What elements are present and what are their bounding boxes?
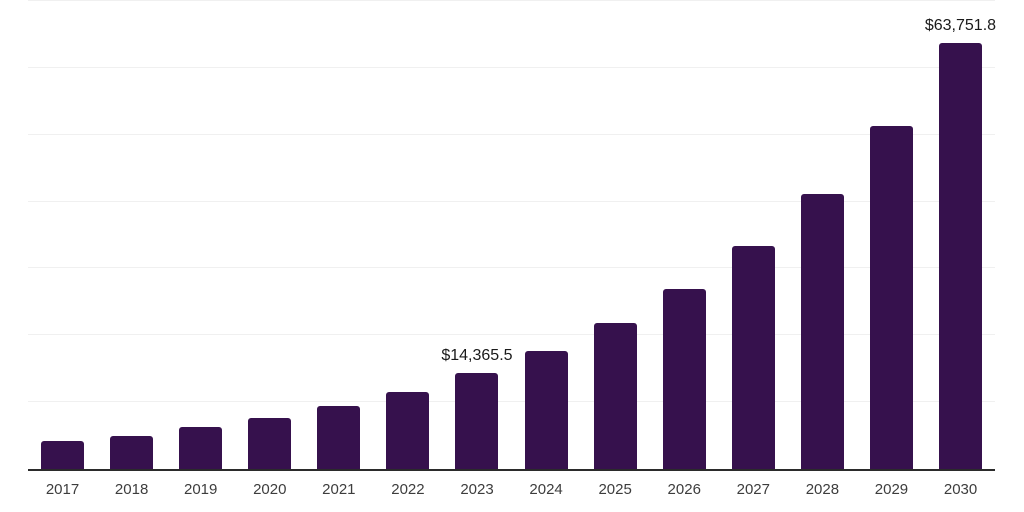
x-axis-labels: 2017 2018 2019 2020 2021 2022 2023 2024 2025 2026… bbox=[28, 481, 995, 498]
gridline-60000 bbox=[28, 66, 995, 68]
x-tick-2023: 2023 bbox=[460, 481, 494, 498]
bar-2022 bbox=[386, 391, 430, 469]
data-label-2023: $14,365.5 bbox=[441, 347, 513, 364]
x-tick-2018: 2018 bbox=[114, 481, 149, 498]
x-tick-2028: 2028 bbox=[805, 481, 840, 498]
bar-2019 bbox=[179, 427, 223, 469]
x-tick-2024: 2024 bbox=[529, 481, 563, 498]
bar-2023 bbox=[455, 373, 499, 469]
x-tick-2021: 2021 bbox=[322, 481, 356, 498]
bar-2028 bbox=[800, 193, 844, 469]
x-tick-2020: 2020 bbox=[253, 481, 287, 498]
data-label-2030: $63,751.8 bbox=[924, 16, 997, 34]
bar-2018 bbox=[110, 436, 154, 469]
x-tick-2027: 2027 bbox=[736, 481, 770, 498]
bar-2025 bbox=[593, 323, 637, 469]
x-tick-2026: 2026 bbox=[667, 481, 701, 498]
gridline-30000 bbox=[28, 267, 995, 269]
gridline-20000 bbox=[28, 334, 995, 336]
bar-2017 bbox=[41, 441, 85, 469]
bar-2026 bbox=[662, 289, 706, 469]
x-tick-2029: 2029 bbox=[874, 481, 909, 498]
bar-2030 bbox=[938, 42, 982, 469]
gridline-40000 bbox=[28, 200, 995, 202]
bar-2021 bbox=[317, 406, 361, 469]
bar-2027 bbox=[731, 245, 775, 469]
bar-2024 bbox=[524, 351, 568, 469]
x-tick-2017: 2017 bbox=[45, 481, 80, 498]
x-tick-2019: 2019 bbox=[184, 481, 218, 498]
gridline-70000 bbox=[28, 0, 995, 1]
gridline-10000 bbox=[28, 401, 995, 403]
x-tick-2022: 2022 bbox=[391, 481, 425, 498]
bar-2020 bbox=[248, 418, 292, 469]
bar-2029 bbox=[869, 126, 913, 469]
gridline-50000 bbox=[28, 133, 995, 135]
x-tick-2025: 2025 bbox=[598, 481, 632, 498]
plot-area: $14,365.5 $63,751.8 bbox=[28, 0, 997, 471]
x-tick-2030: 2030 bbox=[943, 481, 978, 498]
